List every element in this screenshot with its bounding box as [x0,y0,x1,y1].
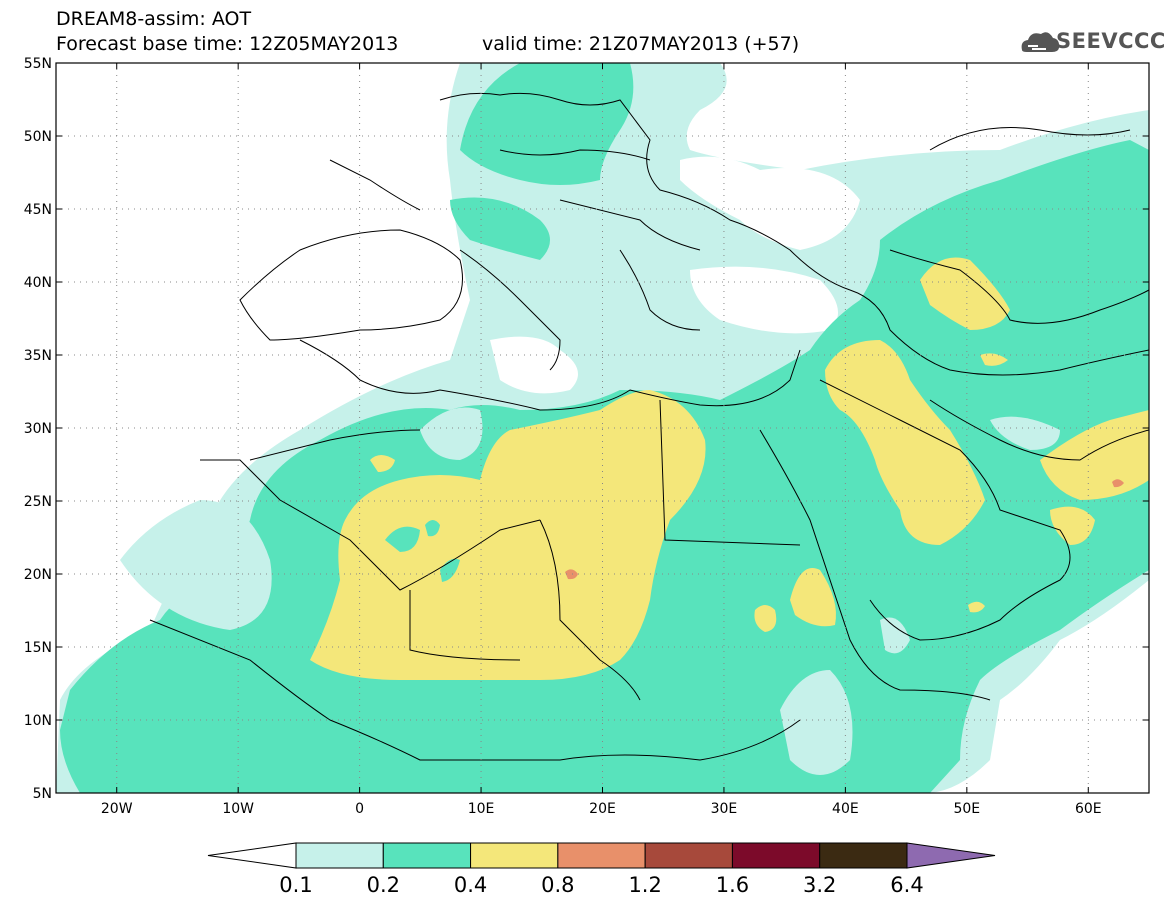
lat-tick-label: 10N [24,713,52,729]
colorbar-box [382,842,472,869]
lon-tick-label: 10E [468,801,495,817]
coastlines [149,92,1149,761]
graticule [56,63,1149,793]
lat-tick-label: 5N [33,786,52,802]
lon-tick-label: 40E [832,801,859,817]
colorbar-box [731,842,821,869]
colorbar-label: 3.2 [803,873,837,897]
base-time-label: Forecast base time: 12Z05MAY2013 [56,33,399,55]
lat-tick-label: 40N [24,275,52,291]
aot-band-0.4 [310,390,706,680]
product-title: DREAM8-assim: AOT [56,8,252,30]
colorbar-label: 1.6 [715,873,750,897]
lat-tick-label: 35N [24,348,52,364]
aot-band-0.8 [565,569,578,580]
colorbar-box [295,842,384,869]
axis-ticks: 20W 10W 0 10E 20E 30E 40E 50E 60E 55N 50N 45N 40N 35N… [24,56,1149,817]
lon-tick-label: 20W [101,801,133,817]
colorbar-label: 0.2 [366,873,400,897]
lon-tick-label: 30E [711,801,738,817]
valid-time-label: valid time: 21Z07MAY2013 (+57) [482,33,800,55]
lat-tick-label: 30N [24,421,52,437]
lat-tick-label: 15N [24,640,52,656]
logo-text: SEEVCCC [1056,29,1165,53]
colorbar-max-triangle [906,842,996,869]
colorbar-label: 6.4 [890,873,924,897]
lat-tick-label: 50N [24,129,52,145]
lon-tick-label: 60E [1075,801,1102,817]
cloud-logo-icon [1021,32,1060,52]
colorbar-label: 0.8 [541,873,575,897]
colorbar-label: 1.2 [628,873,662,897]
lon-tick-label: 50E [953,801,980,817]
colorbar-label: 0.4 [453,873,488,897]
lat-tick-label: 55N [24,56,52,72]
colorbar-box [644,842,733,869]
lon-tick-label: 10W [222,801,254,817]
lat-tick-label: 20N [24,567,52,583]
colorbar-box [470,842,559,869]
lat-tick-label: 45N [24,202,52,218]
colorbar-min-triangle [207,842,297,869]
colorbar [207,842,996,869]
colorbar-box [557,842,646,869]
lon-tick-label: 0 [355,801,364,817]
colorbar-box [819,842,908,869]
colorbar-label: 0.1 [279,873,313,897]
lon-tick-label: 20E [589,801,616,817]
lat-tick-label: 25N [24,494,52,510]
